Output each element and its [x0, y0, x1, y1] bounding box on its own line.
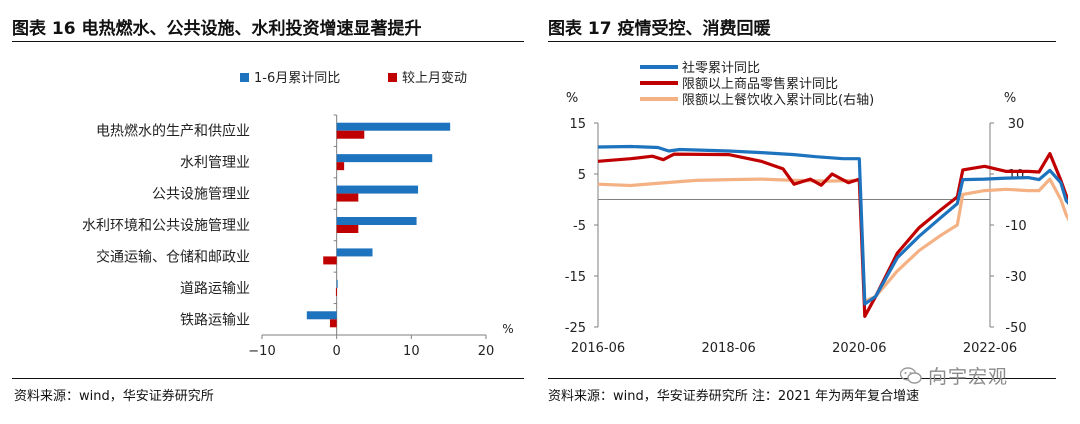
bar-mom-change	[329, 319, 337, 328]
legend-swatch-1	[240, 73, 249, 82]
x-tick-label: 20	[478, 344, 495, 359]
left-axis-unit: %	[566, 91, 578, 106]
category-label: 水利环境和公共设施管理业	[82, 218, 250, 234]
bar-ytd	[336, 217, 417, 225]
bar-mom-change	[336, 225, 359, 233]
category-label: 道路运输业	[180, 281, 250, 297]
category-label: 交通运输、仓储和邮政业	[96, 248, 250, 265]
legend-label-2: 较上月变动	[402, 70, 467, 86]
x-tick-label: 10	[403, 344, 420, 359]
bar-mom-change	[335, 287, 337, 296]
watermark-text: 向宇宏观	[928, 366, 1009, 388]
left-tick-label: 15	[569, 117, 586, 132]
bar-ytd	[336, 154, 433, 163]
bar-ytd	[336, 248, 373, 257]
left-tick-label: -25	[565, 321, 586, 336]
left-title-rule	[12, 41, 524, 42]
bar-chart: 1-6月累计同比 较上月变动 −10 0 10 20% 电热燃水的生产和供应业水利管理业公…	[82, 70, 514, 359]
legend-label-3: 限额以上餐饮收入累计同比(右轴)	[682, 92, 874, 108]
category-label: 电热燃水的生产和供应业	[96, 123, 250, 140]
wechat-icon	[900, 367, 922, 384]
bar-mom-change	[323, 256, 337, 265]
x-tick-label: 2018-06	[702, 341, 756, 356]
legend-label-1: 社零累计同比	[682, 60, 760, 76]
right-figure-title: 图表 17 疫情受控、消费回暖	[548, 19, 771, 39]
legend-label-2: 限额以上商品零售累计同比	[682, 76, 838, 92]
legend-swatch-2	[388, 73, 397, 82]
x-tick-label: 2016-06	[571, 341, 625, 356]
right-tick-label: -30	[1005, 270, 1026, 285]
x-axis-unit: %	[502, 322, 513, 336]
above-quota-catering-line	[597, 177, 1068, 304]
right-figure-source: 资料来源：wind，华安证券研究所 注：2021 年为两年复合增速	[548, 389, 920, 404]
x-tick-label: 0	[333, 344, 341, 359]
bar-mom-change	[336, 130, 365, 139]
bar-ytd	[336, 279, 338, 288]
bar-chart-body: −10 0 10 20% 电热燃水的生产和供应业水利管理业公共设施管理业水利环境和公共设…	[82, 114, 514, 359]
right-axis-unit: %	[1004, 91, 1016, 106]
right-tick-label: 30	[1008, 117, 1025, 132]
right-tick-label: -10	[1005, 219, 1026, 234]
category-label: 公共设施管理业	[152, 187, 250, 203]
left-figure-source: 资料来源：wind，华安证券研究所	[14, 389, 214, 404]
left-figure-title: 图表 16 电热燃水、公共设施、水利投资增速显著提升	[12, 19, 422, 39]
bar-mom-change	[336, 162, 345, 171]
bar-ytd	[336, 122, 451, 131]
legend-label-1: 1-6月累计同比	[254, 71, 340, 86]
x-tick-label: 2022-06	[963, 341, 1017, 356]
left-source-rule	[12, 378, 524, 379]
category-label: 水利管理业	[180, 155, 250, 171]
category-label: 铁路运输业	[180, 312, 250, 328]
x-tick-label: −10	[248, 344, 275, 359]
x-tick-label: 2020-06	[832, 341, 886, 356]
left-tick-label: 5	[578, 168, 586, 183]
right-title-rule	[548, 41, 1056, 42]
bar-ytd	[306, 311, 337, 320]
retail-sales-line	[597, 144, 1068, 306]
right-source-rule	[548, 378, 1056, 379]
right-tick-label: -50	[1005, 321, 1026, 336]
left-tick-label: -5	[573, 219, 586, 234]
left-tick-label: -15	[565, 270, 586, 285]
bar-mom-change	[336, 193, 359, 202]
bar-chart-legend: 1-6月累计同比 较上月变动	[240, 70, 467, 86]
watermark: 向宇宏观	[900, 362, 1008, 389]
bar-ytd	[336, 185, 419, 194]
